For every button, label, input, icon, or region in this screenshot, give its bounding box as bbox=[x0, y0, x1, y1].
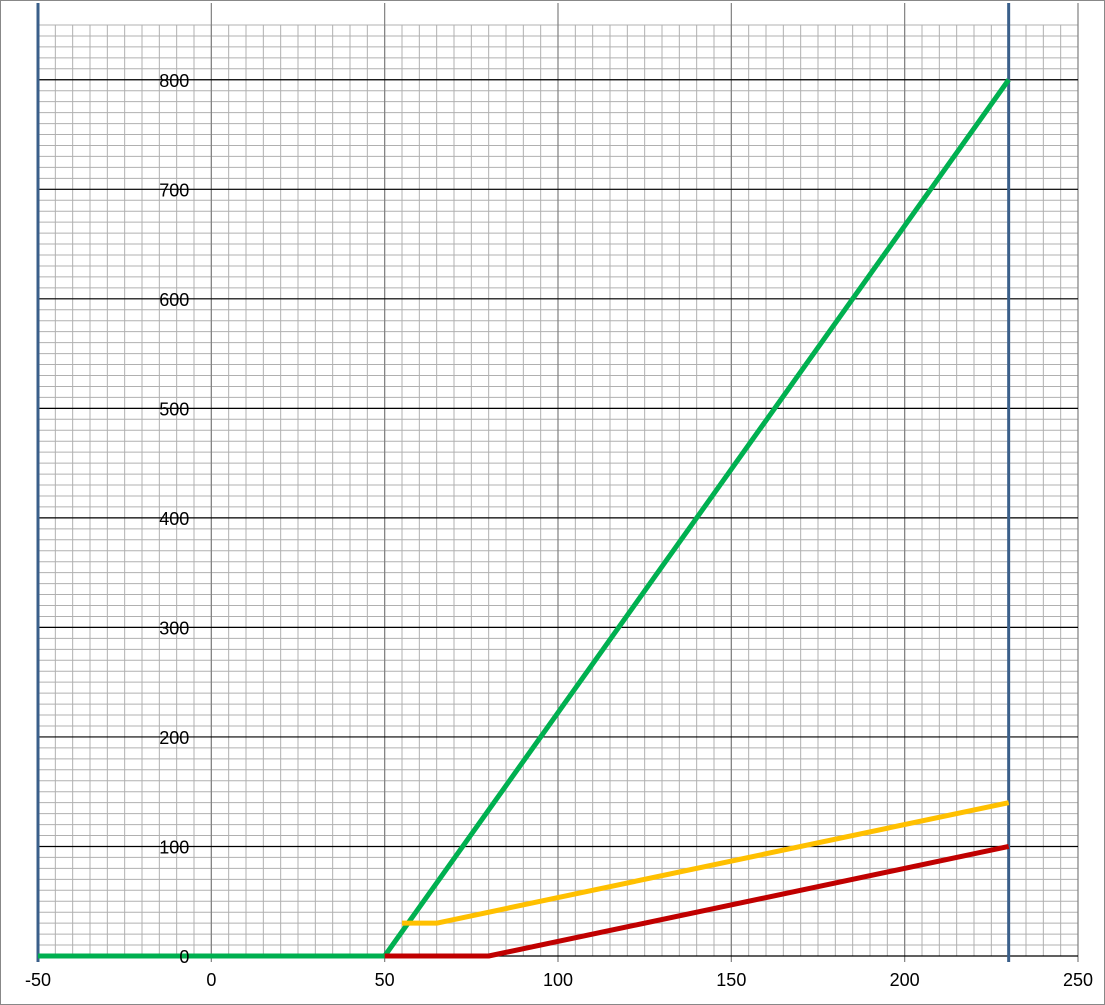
y-tick-label: 800 bbox=[159, 71, 189, 91]
y-tick-label: 600 bbox=[159, 290, 189, 310]
y-tick-label: 700 bbox=[159, 180, 189, 200]
x-tick-label: 100 bbox=[543, 970, 573, 990]
y-tick-label: 100 bbox=[159, 837, 189, 857]
x-tick-label: -50 bbox=[25, 970, 51, 990]
y-tick-label: 200 bbox=[159, 728, 189, 748]
x-tick-label: 200 bbox=[890, 970, 920, 990]
x-tick-label: 250 bbox=[1063, 970, 1093, 990]
y-tick-label: 400 bbox=[159, 509, 189, 529]
y-tick-label: 300 bbox=[159, 618, 189, 638]
x-tick-label: 0 bbox=[206, 970, 216, 990]
vertical-markers bbox=[36, 3, 1011, 962]
x-tick-label: 150 bbox=[716, 970, 746, 990]
x-axis-tick-labels: -50 0 50 100 150 200 250 bbox=[25, 970, 1093, 990]
y-tick-label: 0 bbox=[179, 947, 189, 967]
series-lines bbox=[37, 78, 1011, 959]
x-tick-label: 50 bbox=[375, 970, 395, 990]
y-tick-label: 500 bbox=[159, 399, 189, 419]
y-axis-tick-labels: 0 100 200 300 400 500 600 700 800 bbox=[159, 71, 189, 967]
